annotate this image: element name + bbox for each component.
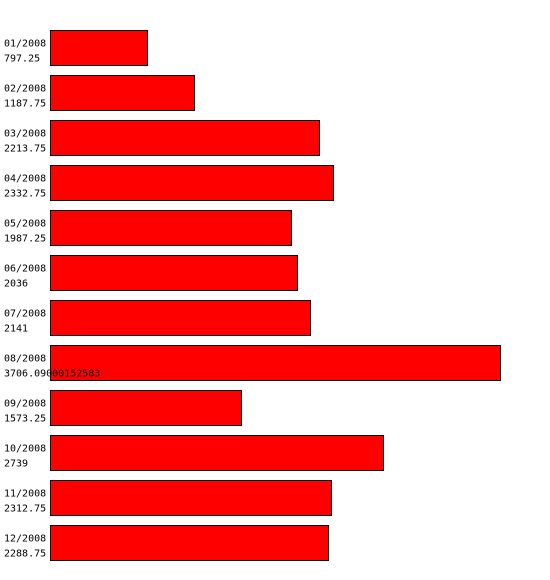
bar-5 (50, 210, 292, 246)
bars-group (50, 30, 501, 561)
bar-10 (50, 435, 384, 471)
value-label: 2141 (4, 324, 28, 335)
category-label: 10/2008 (4, 444, 46, 455)
bar-12 (50, 525, 329, 561)
category-label: 04/2008 (4, 174, 46, 185)
value-label: 3706.09000152583 (4, 369, 100, 380)
bar-9 (50, 390, 242, 426)
category-label: 09/2008 (4, 399, 46, 410)
value-label: 797.25 (4, 54, 40, 65)
value-label: 2288.75 (4, 549, 46, 560)
category-label: 03/2008 (4, 129, 46, 140)
value-label: 1187.75 (4, 99, 46, 110)
bar-6 (50, 255, 298, 291)
labels-group: 01/2008 797.25 02/2008 1187.75 03/2008 2213.7… (4, 39, 100, 560)
value-label: 2213.75 (4, 144, 46, 155)
category-label: 08/2008 (4, 354, 46, 365)
value-label: 2332.75 (4, 189, 46, 200)
category-label: 06/2008 (4, 264, 46, 275)
bar-2 (50, 75, 195, 111)
category-label: 11/2008 (4, 489, 46, 500)
bar-4 (50, 165, 334, 201)
bar-8 (50, 345, 501, 381)
bar-11 (50, 480, 332, 516)
bar-1 (50, 30, 148, 66)
category-label: 12/2008 (4, 534, 46, 545)
category-label: 07/2008 (4, 309, 46, 320)
value-label: 2312.75 (4, 504, 46, 515)
value-label: 2739 (4, 459, 28, 470)
bar-3 (50, 120, 320, 156)
value-label: 1573.25 (4, 414, 46, 425)
category-label: 02/2008 (4, 84, 46, 95)
value-label: 2036 (4, 279, 28, 290)
bar-7 (50, 300, 311, 336)
category-label: 05/2008 (4, 219, 46, 230)
value-label: 1987.25 (4, 234, 46, 245)
category-label: 01/2008 (4, 39, 46, 50)
